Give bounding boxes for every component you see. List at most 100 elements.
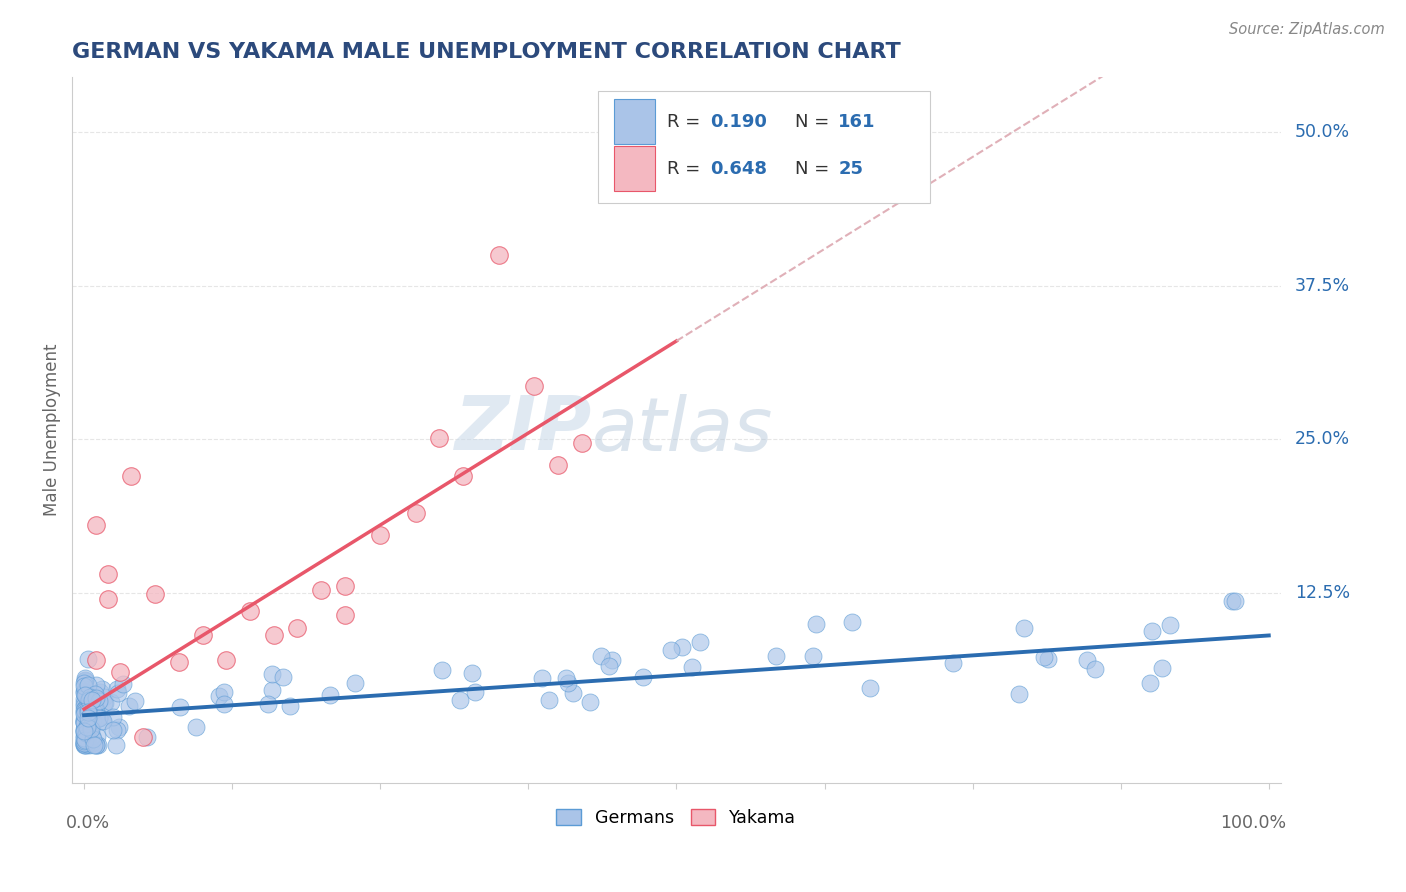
Point (167, 655, 190, 669)
Point (93, 696, 115, 710)
Point (212, 685, 235, 699)
Text: Source: ZipAtlas.com: Source: ZipAtlas.com (1229, 22, 1385, 37)
Point (73, 729, 96, 743)
Point (73, 684, 96, 698)
Point (73, 676, 96, 690)
Point (75, 738, 97, 752)
Point (1220, 594, 1243, 608)
Point (262, 667, 284, 681)
Point (547, 458, 569, 472)
Point (557, 676, 579, 690)
Text: 161: 161 (838, 112, 876, 130)
Point (143, 587, 166, 601)
Point (83, 738, 105, 752)
Point (579, 695, 602, 709)
Point (73, 692, 96, 706)
Point (571, 436, 593, 450)
Point (77, 678, 100, 692)
Point (75, 736, 97, 750)
Point (73, 722, 96, 736)
Point (262, 683, 284, 698)
Point (239, 604, 262, 618)
Point (84, 704, 107, 718)
Point (73, 681, 96, 696)
Text: 0.0%: 0.0% (66, 814, 110, 832)
Point (77, 738, 100, 752)
Point (77, 652, 100, 666)
Point (83, 687, 105, 701)
Point (75, 733, 97, 747)
Point (589, 648, 612, 663)
Text: 12.5%: 12.5% (1295, 583, 1350, 601)
Point (91, 714, 114, 728)
Point (108, 720, 131, 734)
Point (75, 727, 97, 741)
Point (75, 688, 97, 702)
Point (659, 642, 682, 657)
Point (73, 684, 96, 698)
Point (77, 706, 100, 720)
Point (73, 679, 96, 693)
Point (671, 640, 693, 654)
Point (80, 723, 103, 737)
Point (97, 567, 120, 582)
Point (75, 674, 97, 689)
Point (333, 579, 356, 593)
Point (859, 681, 882, 696)
Point (97, 591, 120, 606)
Text: R =: R = (666, 112, 706, 130)
Point (942, 656, 965, 670)
Point (77, 711, 100, 725)
Point (73, 738, 96, 752)
Point (1008, 687, 1031, 701)
Point (105, 682, 128, 697)
Text: 0.190: 0.190 (710, 112, 768, 130)
Point (841, 615, 863, 629)
Point (191, 628, 214, 642)
Point (257, 698, 280, 712)
Point (91, 714, 114, 729)
Point (84, 738, 107, 752)
Point (73, 737, 96, 751)
Point (100, 695, 122, 709)
Point (75, 701, 97, 715)
Point (263, 628, 285, 642)
Point (75, 706, 97, 720)
Point (89, 711, 111, 725)
Point (75, 717, 97, 731)
Point (121, 469, 143, 483)
Point (278, 699, 301, 714)
Point (82, 732, 104, 747)
Point (107, 686, 129, 700)
Point (73, 734, 96, 748)
Point (124, 694, 146, 708)
Point (73, 707, 96, 722)
Point (83, 700, 105, 714)
Y-axis label: Male Unemployment: Male Unemployment (44, 343, 60, 516)
Point (75, 704, 97, 718)
Point (80, 729, 103, 743)
Point (86, 729, 108, 743)
Point (73, 704, 96, 718)
Point (76, 731, 98, 745)
FancyBboxPatch shape (613, 146, 655, 192)
Point (84, 690, 107, 705)
Point (405, 506, 427, 520)
Legend: Germans, Yakama: Germans, Yakama (550, 802, 803, 834)
Point (73, 704, 96, 718)
FancyBboxPatch shape (613, 99, 655, 145)
Point (73, 738, 96, 752)
Point (212, 697, 235, 711)
Point (451, 469, 474, 483)
Point (215, 653, 238, 667)
Point (1139, 675, 1161, 690)
Point (77, 706, 100, 720)
Point (333, 608, 356, 623)
Point (73, 702, 96, 716)
Point (89, 710, 111, 724)
Point (1159, 618, 1181, 632)
Point (523, 379, 546, 393)
Text: 37.5%: 37.5% (1295, 277, 1350, 294)
Point (76, 705, 98, 719)
Point (319, 688, 342, 702)
